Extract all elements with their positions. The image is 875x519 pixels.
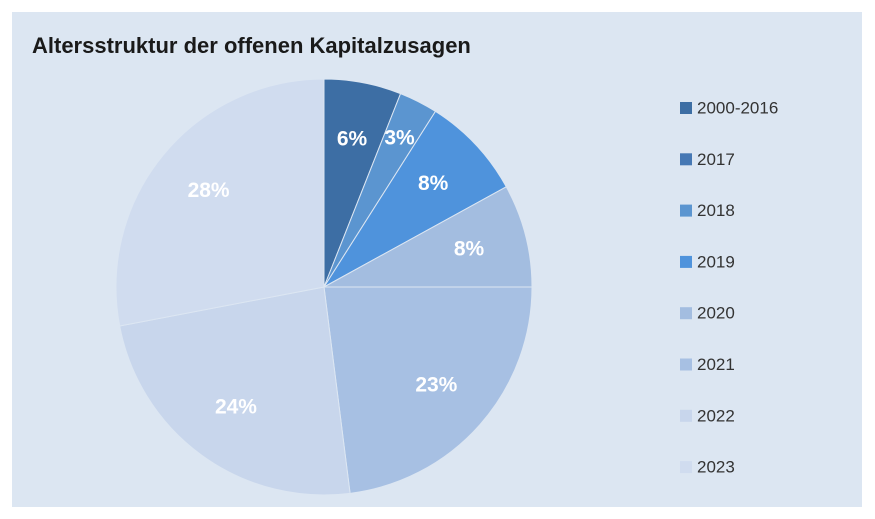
pie-slice — [323, 110, 507, 288]
legend-label: 2017 — [697, 150, 735, 169]
legend-swatch — [680, 461, 692, 474]
legend-swatch — [680, 153, 692, 166]
legend-label: 2022 — [697, 406, 735, 425]
pie-slice — [323, 286, 533, 494]
data-label: 8% — [454, 237, 485, 260]
chart-title: Altersstruktur der offenen Kapitalzusage… — [32, 33, 471, 58]
data-label: 23% — [415, 374, 457, 397]
pie-slice — [323, 186, 533, 288]
legend-label: 2018 — [697, 201, 735, 220]
legend-label: 2021 — [697, 355, 735, 374]
legend-label: 2000-2016 — [697, 98, 778, 117]
data-label: 3% — [384, 126, 415, 149]
data-label: 8% — [418, 172, 449, 195]
legend-swatch — [680, 255, 692, 268]
legend-swatch — [680, 358, 692, 371]
pie-slice — [119, 286, 351, 496]
legend-label: 2019 — [697, 252, 735, 271]
legend-label: 2020 — [697, 304, 735, 323]
data-label: 24% — [215, 396, 257, 419]
data-label: 6% — [337, 127, 368, 150]
legend-swatch — [680, 102, 692, 114]
legend-swatch — [680, 307, 692, 320]
legend-swatch — [680, 409, 692, 422]
data-label: 28% — [188, 179, 230, 202]
legend-label: 2023 — [697, 458, 735, 477]
pie-slice — [115, 78, 325, 327]
legend-swatch — [680, 204, 692, 217]
